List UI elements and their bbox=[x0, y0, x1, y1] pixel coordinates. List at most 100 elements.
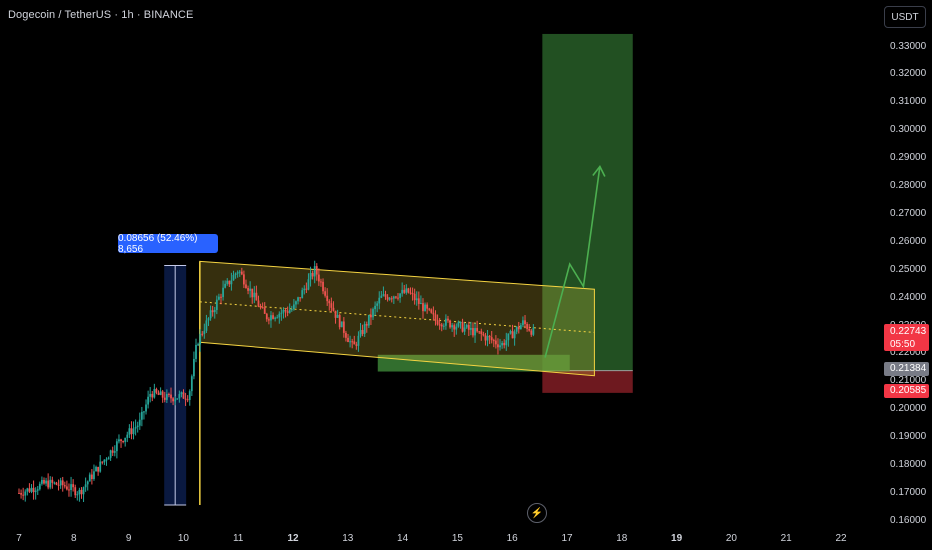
candle-body bbox=[305, 288, 308, 290]
candle-body bbox=[390, 298, 393, 300]
candle-body bbox=[480, 331, 483, 335]
currency-button[interactable]: USDT bbox=[884, 6, 926, 28]
position-zones[interactable] bbox=[377, 33, 633, 393]
candle-body bbox=[161, 391, 164, 398]
projection-arrow[interactable] bbox=[544, 164, 606, 358]
candle-body bbox=[422, 303, 424, 312]
candle-body bbox=[524, 320, 526, 324]
date-tick: 15 bbox=[451, 533, 463, 544]
candle-body bbox=[515, 326, 518, 332]
price-tick: 0.28000 bbox=[890, 180, 927, 191]
candle-body bbox=[45, 480, 47, 484]
candle-body bbox=[492, 340, 495, 342]
candle-body bbox=[215, 299, 218, 310]
date-tick: 13 bbox=[342, 533, 354, 544]
price-tick: 0.20000 bbox=[890, 403, 927, 415]
candle-body bbox=[205, 320, 208, 331]
candle-body bbox=[120, 439, 122, 442]
candle-body bbox=[20, 492, 22, 495]
candle-body bbox=[97, 466, 100, 472]
candle-body bbox=[342, 321, 345, 333]
candle-body bbox=[130, 428, 133, 435]
candle-body bbox=[395, 296, 397, 298]
candle-body bbox=[140, 411, 143, 420]
countdown: 05:50 bbox=[890, 339, 916, 350]
candle-body bbox=[36, 489, 39, 491]
candle-body bbox=[282, 309, 285, 313]
candle-body bbox=[340, 321, 343, 328]
candle-body bbox=[392, 296, 395, 299]
lightning-icon[interactable]: ⚡ bbox=[527, 503, 547, 523]
candle-body bbox=[484, 335, 487, 341]
candle-body bbox=[324, 291, 327, 296]
price-tick: 0.16000 bbox=[890, 514, 927, 526]
candle-body bbox=[378, 297, 381, 304]
candle-body bbox=[34, 490, 37, 493]
candle-body bbox=[463, 327, 466, 332]
candle-body bbox=[30, 487, 33, 492]
candle-body bbox=[317, 274, 320, 282]
candle-body bbox=[236, 272, 239, 274]
candle-body bbox=[270, 315, 272, 321]
measure-label: 0.08656 (52.46%) 8,656 bbox=[118, 233, 218, 255]
candle-body bbox=[522, 320, 524, 326]
candle-body bbox=[301, 290, 304, 299]
candle-body bbox=[53, 482, 56, 484]
candle-body bbox=[476, 328, 479, 332]
price-tick: 0.18000 bbox=[890, 459, 927, 470]
candle-body bbox=[505, 340, 508, 346]
candle-body bbox=[530, 330, 533, 335]
symbol-title[interactable]: Dogecoin / TetherUS · 1h · BINANCE bbox=[8, 9, 194, 21]
candle-body bbox=[78, 489, 81, 495]
candle-body bbox=[218, 296, 220, 300]
price-tick: 0.22000 bbox=[890, 347, 927, 359]
candle-body bbox=[55, 482, 58, 485]
candle-body bbox=[397, 297, 399, 299]
price-tick: 0.31000 bbox=[890, 96, 927, 108]
candle-body bbox=[168, 394, 170, 396]
candle-body bbox=[386, 296, 389, 300]
candle-body bbox=[95, 466, 97, 472]
candle-body bbox=[388, 298, 391, 300]
candle-body bbox=[240, 271, 243, 275]
candle-body bbox=[370, 314, 372, 318]
candle-body bbox=[332, 307, 335, 311]
candle-body bbox=[118, 439, 120, 442]
candle-body bbox=[288, 310, 291, 313]
candle-body bbox=[474, 328, 476, 336]
candle-body bbox=[472, 328, 474, 336]
measure-drawing[interactable] bbox=[164, 265, 187, 506]
candle-body bbox=[105, 459, 108, 461]
candle-body bbox=[469, 328, 472, 330]
candle-body bbox=[307, 279, 310, 290]
candle-body bbox=[242, 274, 245, 285]
candle-body bbox=[488, 336, 491, 338]
candle-body bbox=[182, 392, 185, 399]
candle-body bbox=[334, 310, 337, 318]
candle-body bbox=[349, 341, 352, 343]
candle-body bbox=[295, 301, 297, 305]
date-tick: 14 bbox=[397, 533, 409, 544]
date-tick: 9 bbox=[125, 533, 132, 544]
candle-body bbox=[401, 289, 404, 294]
candle-body bbox=[245, 284, 247, 289]
candle-body bbox=[247, 288, 249, 291]
candle-body bbox=[159, 391, 162, 395]
candle-body bbox=[503, 342, 506, 346]
candle-body bbox=[193, 358, 195, 377]
candle-body bbox=[149, 393, 152, 397]
candle-body bbox=[292, 304, 295, 310]
candle-body bbox=[376, 303, 379, 306]
candle-body bbox=[68, 489, 70, 491]
candle-body bbox=[363, 324, 366, 334]
candle-body bbox=[115, 441, 118, 452]
candle-body bbox=[47, 480, 50, 488]
date-tick: 20 bbox=[725, 533, 737, 544]
candle-body bbox=[497, 344, 499, 348]
candle-body bbox=[220, 296, 222, 298]
candle-body bbox=[453, 325, 456, 330]
date-tick: 11 bbox=[232, 533, 244, 544]
candle-body bbox=[280, 312, 283, 314]
candle-body bbox=[499, 345, 501, 348]
